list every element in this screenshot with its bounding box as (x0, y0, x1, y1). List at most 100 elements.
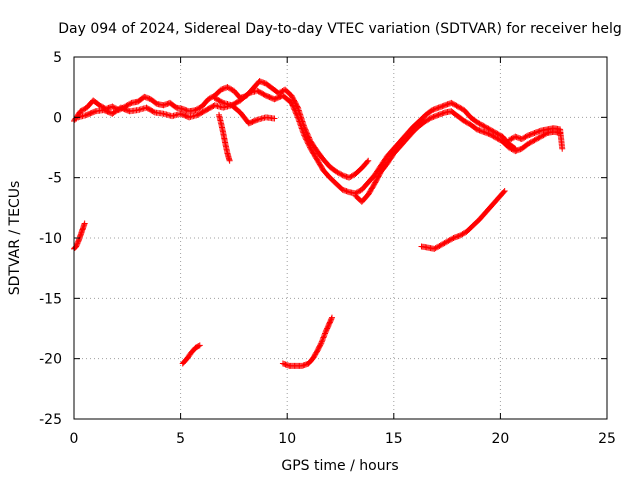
data-point (322, 330, 329, 337)
series-arc-late-upper (505, 125, 566, 152)
data-point (528, 138, 535, 145)
grid-layer (74, 57, 607, 419)
data-point (460, 230, 467, 237)
data-point (425, 116, 432, 123)
data-point (522, 133, 529, 140)
data-point (356, 188, 363, 195)
data-point (534, 135, 541, 142)
data-point (422, 117, 429, 124)
data-point (505, 137, 512, 144)
data-point (150, 108, 157, 115)
chart-title: Day 094 of 2024, Sidereal Day-to-day VTE… (58, 21, 621, 37)
data-point (292, 109, 299, 116)
data-point (303, 136, 310, 143)
data-point (195, 105, 202, 112)
data-point (530, 137, 537, 144)
data-point (276, 89, 283, 96)
data-point (289, 101, 296, 108)
data-point (452, 102, 459, 109)
data-point (507, 136, 514, 143)
data-point (454, 103, 461, 110)
data-point (79, 106, 86, 113)
data-point (291, 107, 298, 114)
axis-ticks: 0 5 10 15 20 25 5 0 -5 -10 -15 -20 -25 (39, 50, 616, 447)
data-point (81, 220, 88, 227)
data-point (290, 103, 297, 110)
data-point (433, 244, 440, 251)
data-point (540, 132, 547, 139)
data-point (205, 96, 212, 103)
y-tick-label: 5 (53, 50, 62, 66)
series-arc-mid-upper (211, 87, 519, 197)
data-point (304, 139, 311, 146)
data-point (224, 84, 231, 91)
data-point (476, 120, 483, 127)
data-point (328, 314, 335, 321)
data-point (124, 102, 131, 109)
data-point (289, 102, 296, 109)
series-arc-late-lower (352, 108, 564, 205)
series-arc-main-lower (75, 102, 278, 127)
data-point (440, 240, 447, 247)
data-point (337, 170, 344, 177)
data-point (462, 118, 469, 125)
data-point (305, 140, 312, 147)
data-point (446, 237, 453, 244)
data-point (559, 145, 566, 152)
data-point (196, 342, 203, 349)
data-point (78, 107, 85, 114)
data-point (328, 315, 335, 322)
data-point (320, 333, 327, 340)
data-point (459, 231, 466, 238)
data-point (480, 122, 487, 129)
data-point (91, 108, 98, 115)
x-tick-label: 10 (278, 431, 296, 447)
data-point (496, 137, 503, 144)
data-point (347, 173, 354, 180)
y-tick-label: -25 (39, 412, 62, 428)
data-point (461, 117, 468, 124)
data-point (438, 241, 445, 248)
data-point (490, 133, 497, 140)
data-point (226, 157, 233, 164)
data-point (458, 231, 465, 238)
data-point (501, 187, 508, 194)
x-tick-label: 0 (70, 431, 79, 447)
data-point (126, 101, 133, 108)
data-point (293, 110, 300, 117)
series-arc-neg11 (71, 220, 88, 252)
data-point (535, 135, 542, 142)
data-point (303, 137, 310, 144)
data-point (275, 90, 282, 97)
data-point (473, 119, 480, 126)
data-point (531, 137, 538, 144)
data-point (450, 101, 457, 108)
x-tick-label: 20 (491, 431, 509, 447)
data-point (271, 115, 278, 122)
data-point (453, 102, 460, 109)
data-point (491, 134, 498, 141)
data-point (445, 237, 452, 244)
data-point (346, 174, 353, 181)
data-point (436, 242, 443, 249)
data-point (521, 134, 528, 141)
data-point (196, 104, 203, 111)
data-point (209, 94, 216, 101)
data-marks (71, 78, 566, 369)
data-point (507, 145, 514, 152)
data-point (526, 140, 533, 147)
data-point (109, 103, 116, 110)
data-point (305, 141, 312, 148)
series-arc-neg20-early (179, 342, 203, 367)
data-point (424, 117, 431, 124)
data-point (426, 115, 433, 122)
data-point (475, 119, 482, 126)
data-point (431, 245, 438, 252)
data-point (319, 335, 326, 342)
data-point (219, 99, 226, 106)
data-point (447, 236, 454, 243)
data-point (193, 106, 200, 113)
x-axis-label: GPS time / hours (281, 458, 398, 474)
data-point (321, 331, 328, 338)
